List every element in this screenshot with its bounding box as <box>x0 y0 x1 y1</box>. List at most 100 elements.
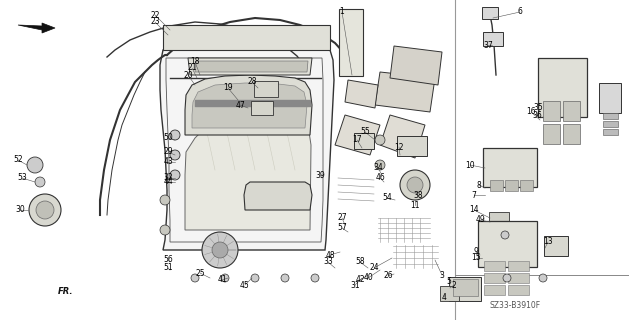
Text: 39: 39 <box>315 171 325 180</box>
Circle shape <box>29 194 61 226</box>
Text: 28: 28 <box>247 77 257 86</box>
Text: 20: 20 <box>183 70 193 79</box>
Text: 38: 38 <box>413 190 423 199</box>
Text: 3: 3 <box>440 270 445 279</box>
Polygon shape <box>185 75 312 135</box>
Text: 34: 34 <box>373 164 383 172</box>
FancyBboxPatch shape <box>449 277 481 301</box>
Text: 23: 23 <box>150 18 160 27</box>
Circle shape <box>170 170 180 180</box>
Text: 54: 54 <box>382 194 392 203</box>
FancyBboxPatch shape <box>484 273 504 283</box>
FancyBboxPatch shape <box>508 284 528 294</box>
FancyBboxPatch shape <box>603 121 618 126</box>
Text: 16: 16 <box>526 108 536 116</box>
Polygon shape <box>380 115 425 158</box>
FancyBboxPatch shape <box>482 7 498 19</box>
FancyBboxPatch shape <box>484 260 504 270</box>
Circle shape <box>503 274 511 282</box>
Text: 55: 55 <box>360 127 370 137</box>
FancyBboxPatch shape <box>563 124 580 144</box>
FancyBboxPatch shape <box>478 221 537 267</box>
FancyBboxPatch shape <box>508 273 528 283</box>
Text: FR.: FR. <box>58 287 74 297</box>
Polygon shape <box>160 50 334 250</box>
Polygon shape <box>192 83 307 128</box>
Text: 51: 51 <box>163 263 173 273</box>
Text: 37: 37 <box>483 41 493 50</box>
Text: 11: 11 <box>410 201 420 210</box>
Polygon shape <box>345 80 378 108</box>
Circle shape <box>539 274 547 282</box>
Circle shape <box>311 274 319 282</box>
FancyBboxPatch shape <box>520 180 533 190</box>
FancyBboxPatch shape <box>599 83 621 113</box>
Text: 2: 2 <box>452 281 457 290</box>
Polygon shape <box>163 25 330 50</box>
Text: 46: 46 <box>375 173 385 182</box>
FancyBboxPatch shape <box>563 101 580 121</box>
Text: 33: 33 <box>323 258 333 267</box>
Text: 49: 49 <box>475 215 485 225</box>
Text: 30: 30 <box>15 205 25 214</box>
Circle shape <box>375 160 385 170</box>
Text: 25: 25 <box>195 268 205 277</box>
Text: 12: 12 <box>394 142 404 151</box>
Text: 52: 52 <box>13 156 23 164</box>
FancyBboxPatch shape <box>489 212 509 226</box>
Text: 17: 17 <box>352 135 362 145</box>
Circle shape <box>170 130 180 140</box>
Circle shape <box>160 225 170 235</box>
Circle shape <box>191 274 199 282</box>
Text: 44: 44 <box>163 178 173 187</box>
Circle shape <box>251 274 259 282</box>
Text: 15: 15 <box>471 253 481 262</box>
Circle shape <box>221 274 229 282</box>
Text: 40: 40 <box>363 274 373 283</box>
Circle shape <box>212 242 228 258</box>
FancyBboxPatch shape <box>538 58 587 117</box>
FancyBboxPatch shape <box>603 113 618 118</box>
Text: 56: 56 <box>163 255 173 265</box>
Polygon shape <box>244 182 312 210</box>
Text: 5: 5 <box>447 277 452 286</box>
Polygon shape <box>188 58 312 75</box>
FancyBboxPatch shape <box>483 148 537 187</box>
Text: 36: 36 <box>532 110 542 119</box>
Text: 7: 7 <box>472 190 476 199</box>
Circle shape <box>35 177 45 187</box>
Text: 32: 32 <box>163 173 173 182</box>
Text: 58: 58 <box>355 258 365 267</box>
Circle shape <box>501 231 509 239</box>
FancyBboxPatch shape <box>452 278 477 295</box>
Text: 50: 50 <box>163 133 173 142</box>
FancyBboxPatch shape <box>440 285 459 300</box>
Text: 31: 31 <box>350 281 360 290</box>
FancyBboxPatch shape <box>484 284 504 294</box>
Text: 4: 4 <box>442 292 447 301</box>
Text: 18: 18 <box>190 58 200 67</box>
Text: 35: 35 <box>533 103 543 113</box>
Text: 27: 27 <box>337 213 347 222</box>
Text: 29: 29 <box>163 148 173 156</box>
FancyBboxPatch shape <box>544 236 568 256</box>
Text: 41: 41 <box>217 276 227 284</box>
FancyBboxPatch shape <box>339 9 363 76</box>
Circle shape <box>407 177 423 193</box>
Circle shape <box>36 201 54 219</box>
FancyBboxPatch shape <box>354 133 374 149</box>
Circle shape <box>202 232 238 268</box>
Polygon shape <box>18 23 55 33</box>
Polygon shape <box>375 72 435 112</box>
Text: 26: 26 <box>383 271 393 281</box>
FancyBboxPatch shape <box>397 136 427 156</box>
FancyBboxPatch shape <box>543 124 560 144</box>
Text: 13: 13 <box>543 237 553 246</box>
Circle shape <box>281 274 289 282</box>
Text: 47: 47 <box>235 100 245 109</box>
FancyBboxPatch shape <box>483 32 503 46</box>
Text: 21: 21 <box>187 63 197 73</box>
Circle shape <box>160 195 170 205</box>
Text: 53: 53 <box>17 173 27 182</box>
Text: 48: 48 <box>325 251 335 260</box>
